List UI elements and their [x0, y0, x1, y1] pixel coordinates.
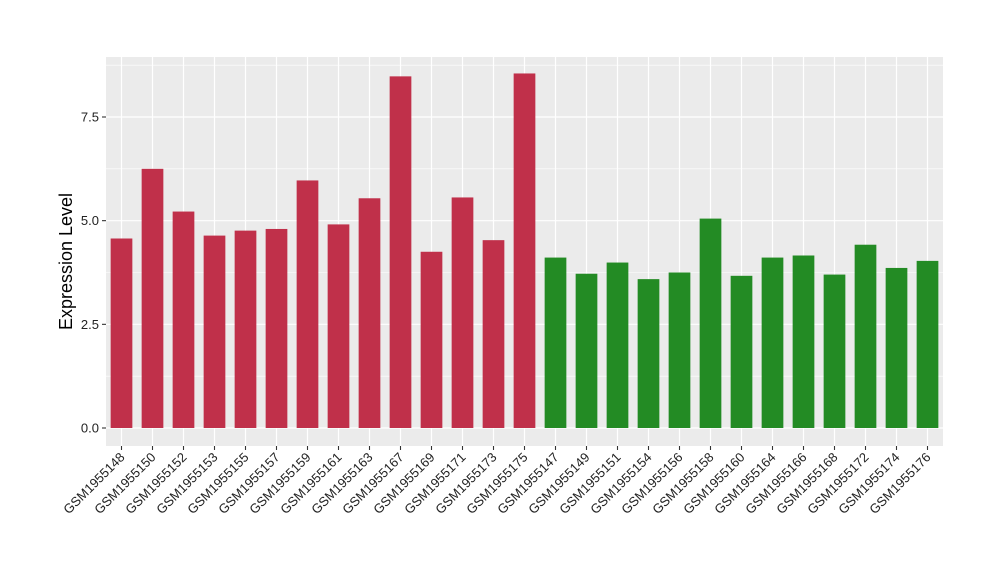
bar-GSM1955169	[420, 251, 443, 428]
bar-GSM1955175	[513, 73, 536, 429]
bar-GSM1955176	[916, 260, 939, 428]
bar-GSM1955150	[141, 168, 164, 429]
y-tick-label: 0.0	[81, 421, 99, 436]
bar-GSM1955158	[699, 218, 722, 428]
bar-GSM1955148	[110, 238, 133, 428]
bar-GSM1955159	[296, 180, 319, 428]
y-axis-title: Expression Level	[56, 193, 76, 330]
bar-GSM1955174	[885, 267, 908, 428]
bar-GSM1955151	[606, 262, 629, 428]
y-tick-label: 2.5	[81, 317, 99, 332]
bars	[110, 73, 939, 429]
bar-GSM1955171	[451, 197, 474, 428]
bar-GSM1955154	[637, 279, 660, 428]
bar-GSM1955155	[234, 230, 257, 428]
bar-GSM1955164	[761, 257, 784, 428]
bar-GSM1955161	[327, 224, 350, 428]
bar-GSM1955172	[854, 244, 877, 428]
bar-GSM1955173	[482, 240, 505, 428]
x-axis: GSM1955148GSM1955150GSM1955152GSM1955153…	[60, 446, 934, 517]
bar-GSM1955167	[389, 76, 412, 428]
bar-GSM1955147	[544, 257, 567, 428]
bar-GSM1955149	[575, 273, 598, 428]
bar-GSM1955156	[668, 272, 691, 428]
bar-GSM1955166	[792, 255, 815, 428]
y-axis: 0.0 2.5 5.0 7.5	[81, 110, 106, 436]
bar-GSM1955160	[730, 275, 753, 428]
bar-GSM1955152	[172, 211, 195, 428]
bar-GSM1955163	[358, 198, 381, 428]
bar-GSM1955168	[823, 274, 846, 428]
y-tick-label: 5.0	[81, 213, 99, 228]
bar-GSM1955157	[265, 228, 288, 428]
y-tick-label: 7.5	[81, 110, 99, 125]
bar-GSM1955153	[203, 235, 226, 428]
